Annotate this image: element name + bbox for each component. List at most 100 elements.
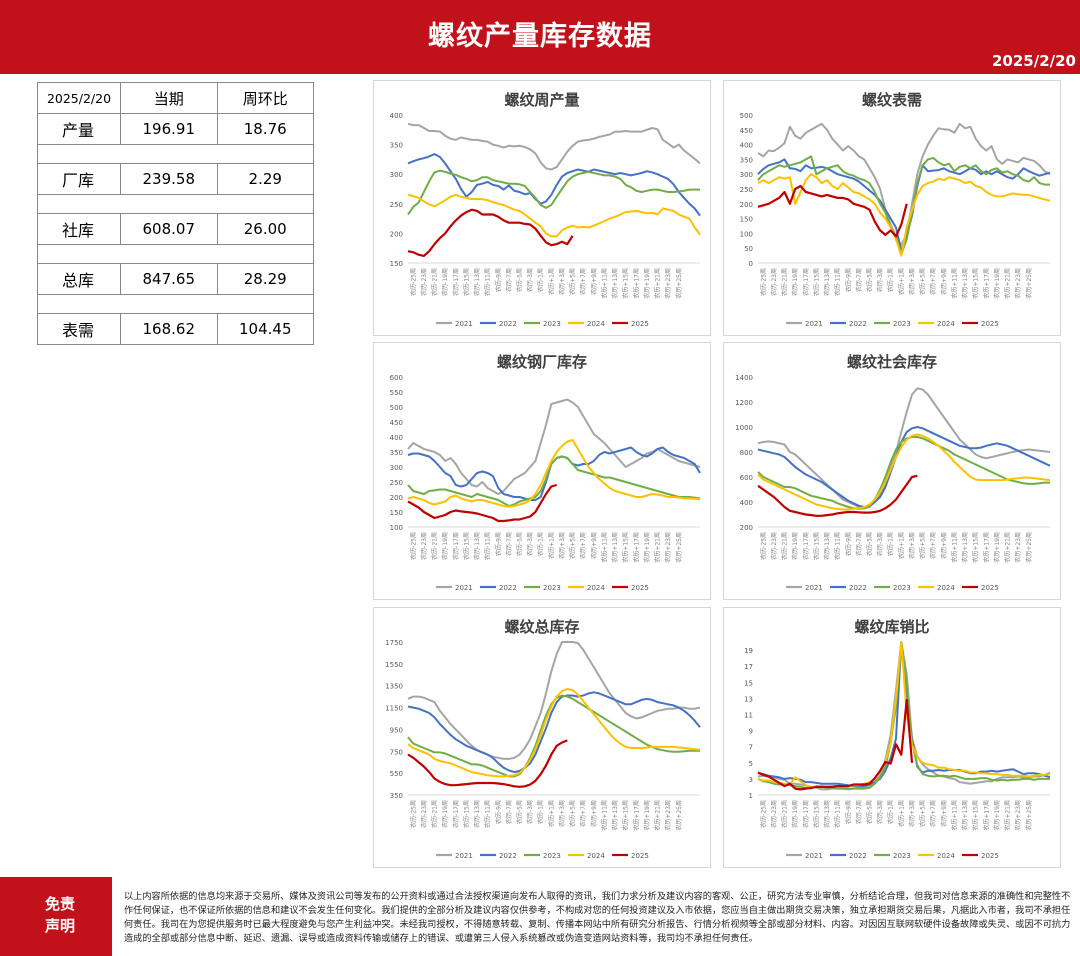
x-tick-label: 农历-21周	[781, 800, 789, 828]
y-tick-label: 400	[740, 142, 753, 150]
spacer-cell	[37, 144, 314, 164]
x-tick-label: 农历-1周	[887, 532, 895, 556]
y-tick-label: 1350	[385, 683, 403, 691]
x-tick-label: 农历-11周	[484, 800, 492, 828]
y-tick-label: 7	[749, 744, 753, 752]
series-line-2024	[757, 173, 1051, 257]
demand-chart: 螺纹表需 0 50 100 150 200 250 300 350 400 450 500 农历-25周…	[740, 91, 1051, 328]
x-tick-label: 农历+7周	[929, 532, 937, 559]
y-tick-label: 450	[390, 419, 403, 427]
summary-spacer	[37, 194, 314, 214]
legend-label: 2025	[631, 320, 649, 328]
x-tick-label: 农历-19周	[441, 532, 449, 560]
x-tick-label: 农历-21周	[781, 532, 789, 560]
x-tick-label: 农历+9周	[940, 268, 948, 295]
x-tick-label: 农历-13周	[473, 532, 481, 560]
series-line-2023	[757, 436, 1050, 510]
spacer-cell	[37, 194, 314, 214]
x-tick-label: 农历+21周	[1004, 268, 1012, 299]
chart-panel-ratio: 螺纹库销比 1 3 5 7 9 11 13 15 17 19 农历-25周 农历-23周 农历-21周 农历…	[723, 607, 1061, 868]
x-tick-label: 农历-11周	[484, 268, 492, 296]
row-label: 厂库	[37, 163, 121, 195]
x-tick-label: 农历-25周	[759, 800, 767, 828]
x-tick-label: 农历-17周	[452, 800, 460, 828]
series-line-2025	[757, 474, 918, 517]
y-tick-label: 5	[749, 760, 753, 768]
x-tick-label: 农历+7周	[929, 800, 937, 827]
series-line-2025	[757, 184, 908, 238]
disclaimer-text: 以上内容所依据的信息均来源于交易所、媒体及资讯公司等发布的公开资料或通过合法授权…	[124, 891, 1071, 944]
row-current: 608.07	[120, 213, 218, 245]
x-tick-label: 农历+17周	[982, 268, 990, 299]
x-tick-label: 农历+5周	[569, 268, 577, 295]
x-tick-label: 农历+15周	[972, 268, 980, 299]
x-tick-label: 农历+9周	[590, 268, 598, 295]
y-tick-label: 1750	[385, 639, 403, 647]
series-line-2024	[757, 641, 1051, 788]
legend-label: 2024	[587, 584, 605, 592]
y-tick-label: 350	[390, 449, 403, 457]
series-line-2022	[407, 153, 701, 217]
legend-label: 2023	[893, 320, 911, 328]
row-current: 239.58	[120, 163, 218, 195]
x-tick-label: 农历-3周	[876, 532, 884, 556]
x-tick-label: 农历+3周	[558, 268, 566, 295]
x-tick-label: 农历+19周	[993, 268, 1001, 299]
summary-row-production: 产量 196.91 18.76	[37, 113, 314, 145]
row-wow: 26.00	[216, 213, 314, 245]
x-tick-label: 农历-21周	[781, 268, 789, 296]
series-line-2021	[757, 122, 1051, 247]
x-tick-label: 农历+17周	[632, 268, 640, 299]
y-tick-label: 200	[740, 524, 753, 532]
summary-spacer	[37, 144, 314, 164]
legend-label: 2021	[805, 852, 823, 860]
production-chart: 螺纹周产量 150 200 250 300 350 400 农历-25周 农历-23周 农历-21…	[390, 91, 701, 328]
x-tick-label: 农历+13周	[611, 268, 619, 299]
x-tick-label: 农历+3周	[558, 532, 566, 559]
x-tick-label: 农历-9周	[494, 268, 502, 292]
x-tick-label: 农历+15周	[972, 800, 980, 831]
x-tick-label: 农历-23周	[420, 532, 428, 560]
x-tick-label: 农历-9周	[844, 800, 852, 824]
x-tick-label: 农历+25周	[675, 800, 683, 831]
summary-row-demand: 表需 168.62 104.45	[37, 313, 314, 345]
x-tick-label: 农历+17周	[982, 532, 990, 563]
x-tick-label: 农历-17周	[802, 800, 810, 828]
x-tick-label: 农历+19周	[643, 800, 651, 831]
x-tick-label: 农历-1周	[887, 800, 895, 824]
series-line-2025	[407, 739, 568, 788]
x-tick-label: 农历-17周	[802, 532, 810, 560]
legend-label: 2025	[631, 584, 649, 592]
x-tick-label: 农历+15周	[972, 532, 980, 563]
x-tick-label: 农历+17周	[632, 800, 640, 831]
x-tick-label: 农历+21周	[654, 268, 662, 299]
x-tick-label: 农历+9周	[590, 800, 598, 827]
x-tick-label: 农历-5周	[515, 532, 523, 556]
x-tick-label: 农历+1周	[897, 532, 905, 559]
x-tick-label: 农历-13周	[823, 800, 831, 828]
legend-label: 2022	[849, 584, 867, 592]
disclaimer-title-line1: 免责	[44, 895, 75, 913]
x-tick-label: 农历-23周	[770, 268, 778, 296]
x-tick-label: 农历-25周	[759, 268, 767, 296]
x-tick-label: 农历+1周	[897, 268, 905, 295]
x-tick-label: 农历+5周	[919, 800, 927, 827]
x-tick-label: 农历+3周	[558, 800, 566, 827]
y-tick-label: 350	[390, 792, 403, 800]
x-tick-label: 农历-7周	[855, 268, 863, 292]
x-tick-label: 农历-3周	[876, 268, 884, 292]
y-tick-label: 1	[749, 792, 753, 800]
chart-title: 螺纹表需	[862, 91, 922, 109]
x-tick-label: 农历-11周	[484, 532, 492, 560]
y-tick-label: 800	[740, 449, 753, 457]
series-line-2022	[407, 691, 701, 774]
chart-panel-production: 螺纹周产量 150 200 250 300 350 400 农历-25周 农历-23周 农历-21…	[373, 80, 711, 336]
series-line-2025	[407, 208, 574, 257]
y-tick-label: 250	[390, 479, 403, 487]
x-tick-label: 农历-23周	[770, 532, 778, 560]
x-tick-label: 农历-1周	[887, 268, 895, 292]
series-line-2025	[407, 483, 557, 523]
x-tick-label: 农历-7周	[505, 532, 513, 556]
y-tick-label: 150	[390, 509, 403, 517]
